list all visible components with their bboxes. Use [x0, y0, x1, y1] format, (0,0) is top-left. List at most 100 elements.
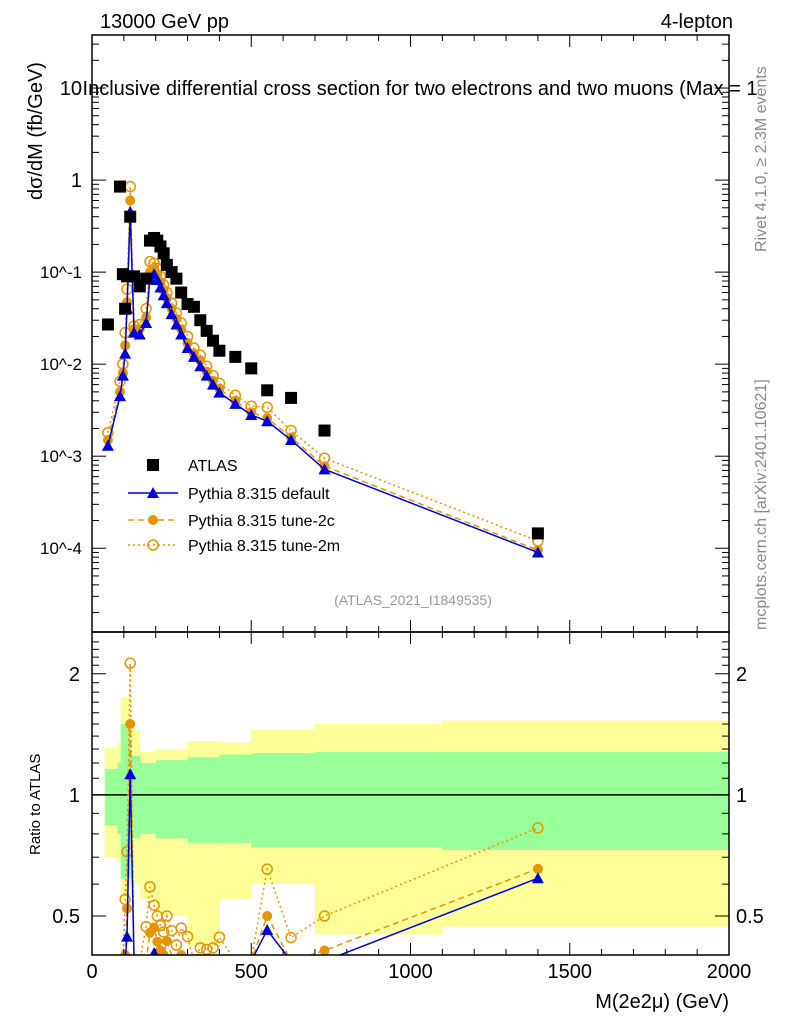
axes: 0 500 1000 1500 2000 0.5 0.5 1 1 2 2: [52, 34, 764, 983]
legend: ATLAS Pythia 8.315 default Pythia 8.315 tu…: [128, 458, 340, 555]
ratio-point-pythia-8-315-tune-2c: [125, 719, 136, 730]
point-atlas: [175, 286, 188, 299]
ratio-point-pythia-8-315-tune-2m: [532, 822, 544, 834]
point-pythia-8-315-default: [200, 369, 213, 381]
y-tick-label-10: 10: [60, 78, 82, 100]
point-pythia-8-315-default: [119, 347, 132, 359]
inner-band: [117, 763, 122, 834]
ratio-point-pythia-8-315-tune-2c: [152, 936, 163, 947]
ratio-point-pythia-8-315-tune-2c: [158, 950, 169, 955]
point-atlas: [194, 314, 207, 327]
point-pythia-8-315-default: [140, 317, 153, 329]
y-tick-label-1: 1: [71, 170, 82, 192]
inner-band: [120, 724, 131, 879]
ratio-tick-label-left: 0.5: [52, 906, 80, 928]
point-atlas: [213, 344, 226, 357]
point-pythia-8-315-default: [229, 397, 242, 409]
x-axis-label: M(2e2μ) (GeV): [595, 991, 729, 1013]
ratio-tick-label-left: 1: [69, 785, 80, 807]
y-axis-label: dσ/dM (fb/GeV): [25, 62, 47, 200]
ratio-point-pythia-8-315-tune-2m: [318, 910, 331, 922]
ratio-point-pythia-8-315-tune-2m: [207, 942, 219, 954]
ratio-point-pythia-8-315-default: [121, 930, 134, 942]
x-tick-label: 500: [235, 961, 268, 983]
point-pythia-8-315-default: [207, 378, 220, 390]
legend-marker: [148, 515, 158, 525]
ratio-point-pythia-8-315-tune-2m: [181, 930, 194, 943]
ratio-point-pythia-8-315-tune-2m: [285, 931, 297, 944]
point-atlas: [124, 210, 137, 223]
ratio-point-pythia-8-315-tune-2m: [261, 863, 273, 875]
header-left: 13000 GeV pp: [100, 11, 229, 33]
y-tick-label-1e-2: 10^-2: [40, 355, 82, 374]
point-atlas: [245, 362, 258, 375]
ratio-tick-label-right: 1: [736, 785, 747, 807]
ratio-point-pythia-8-315-tune-2c: [161, 936, 172, 947]
point-atlas: [101, 318, 114, 331]
point-atlas: [170, 272, 183, 285]
point-pythia-8-315-default: [194, 360, 207, 372]
ratio-line-pythia-8-315-default: [124, 774, 539, 955]
point-atlas: [531, 527, 544, 540]
point-atlas: [261, 384, 274, 397]
inner-band: [442, 751, 729, 850]
point-pythia-8-315-tune-2m: [261, 401, 273, 414]
chart-title: Inclusive differential cross section for…: [83, 78, 758, 100]
ratio-tick-label-right: 2: [736, 664, 747, 686]
point-pythia-8-315-default: [285, 433, 298, 445]
point-pythia-8-315-default: [187, 350, 200, 362]
point-atlas: [200, 324, 213, 337]
point-pythia-8-315-default: [318, 463, 331, 475]
point-atlas: [207, 334, 220, 347]
ratio-point-pythia-8-315-tune-2m: [148, 899, 160, 911]
rivet-info: Rivet 4.1.0, ≥ 2.3M events: [753, 66, 770, 252]
ratio-point-pythia-8-315-tune-2m: [124, 657, 136, 669]
inner-band: [187, 757, 220, 843]
point-pythia-8-315-default: [114, 390, 127, 402]
y-tick-label-1e-3: 10^-3: [40, 447, 82, 466]
point-pythia-8-315-default: [160, 297, 173, 309]
ratio-point-pythia-8-315-tune-2c: [319, 945, 330, 955]
point-pythia-8-315-default: [181, 341, 194, 353]
uncertainty-bands: [92, 697, 729, 947]
point-pythia-8-315-default: [175, 328, 188, 340]
legend-label: Pythia 8.315 default: [188, 486, 330, 503]
point-pythia-8-315-default: [101, 439, 114, 451]
point-pythia-8-315-default: [170, 318, 183, 330]
ratio-point-pythia-8-315-tune-2m: [161, 910, 173, 922]
ratio-point-pythia-8-315-default: [261, 923, 274, 935]
inner-band: [155, 760, 189, 839]
x-tick-label: 1500: [548, 961, 593, 983]
ratio-point-pythia-8-315-default: [124, 768, 137, 780]
point-pythia-8-315-default: [165, 308, 178, 320]
point-pythia-8-315-default: [116, 369, 129, 381]
point-atlas: [114, 180, 127, 193]
inner-band: [251, 753, 316, 848]
point-pythia-8-315-default: [531, 546, 544, 558]
point-pythia-8-315-default: [213, 386, 226, 398]
ratio-point-pythia-8-315-tune-2c: [532, 863, 543, 874]
x-tick-label: 1000: [388, 961, 433, 983]
point-pythia-8-315-tune-2c: [125, 195, 136, 206]
legend-label: Pythia 8.315 tune-2c: [188, 513, 335, 530]
y-tick-label-1e-1: 10^-1: [40, 263, 82, 282]
point-pythia-8-315-default: [245, 409, 258, 421]
ratio-point-pythia-8-315-tune-2c: [262, 911, 273, 922]
legend-marker: [147, 487, 159, 498]
ratio-line-pythia-8-315-tune-2m: [122, 663, 539, 955]
point-pythia-8-315-default: [133, 328, 146, 340]
ratio-tick-label-right: 0.5: [736, 906, 764, 928]
ratio-point-pythia-8-315-tune-2c: [176, 950, 187, 955]
ratio-point-pythia-8-315-default: [531, 872, 544, 884]
watermark: (ATLAS_2021_I1849535): [334, 592, 492, 608]
ratio-series: [119, 657, 544, 955]
point-atlas: [157, 247, 170, 260]
point-atlas: [285, 391, 298, 404]
header-right: 4-lepton: [661, 11, 733, 33]
point-atlas: [140, 272, 153, 285]
ratio-line-pythia-8-315-tune-2c: [124, 724, 539, 955]
y-tick-label-1e-4: 10^-4: [40, 539, 82, 558]
inner-band: [139, 763, 157, 834]
point-atlas: [187, 300, 200, 313]
